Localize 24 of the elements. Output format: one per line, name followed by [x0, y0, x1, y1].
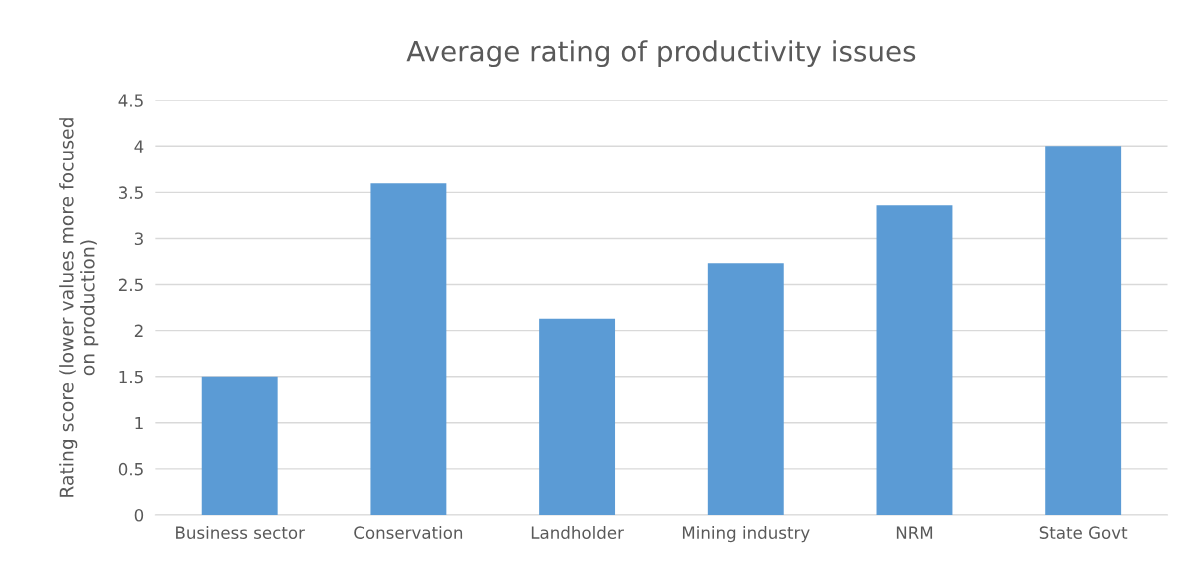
- y-tick-label: 3: [134, 232, 143, 246]
- bar: [539, 318, 616, 515]
- x-tick-label: NRM: [896, 526, 933, 539]
- bar: [1045, 146, 1122, 515]
- x-tick-label: Conservation: [354, 526, 463, 539]
- x-tick-label: State Govt: [1039, 526, 1128, 539]
- y-tick-label: 3.5: [119, 186, 143, 199]
- y-tick-label: 0.5: [118, 462, 143, 476]
- x-tick-label: Business sector: [176, 526, 305, 539]
- y-tick-label: 1: [135, 416, 143, 430]
- y-tick-label: 4: [134, 140, 144, 153]
- bar: [370, 183, 447, 515]
- y-tick-label: 4.5: [118, 94, 143, 107]
- bar: [201, 376, 278, 515]
- y-tick-label: 0: [134, 508, 144, 522]
- y-tick-label: 2.5: [118, 278, 143, 292]
- x-tick-label: Mining industry: [682, 526, 810, 543]
- x-tick-label: Landholder: [531, 526, 624, 539]
- bar: [876, 205, 953, 515]
- y-tick-label: 2: [134, 324, 143, 337]
- bar: [707, 263, 784, 515]
- y-tick-label: 1.5: [119, 370, 143, 384]
- chart-title: Average rating of productivity issues: [406, 40, 916, 68]
- y-axis-title: Rating score (lower values more focused on production): [59, 118, 99, 497]
